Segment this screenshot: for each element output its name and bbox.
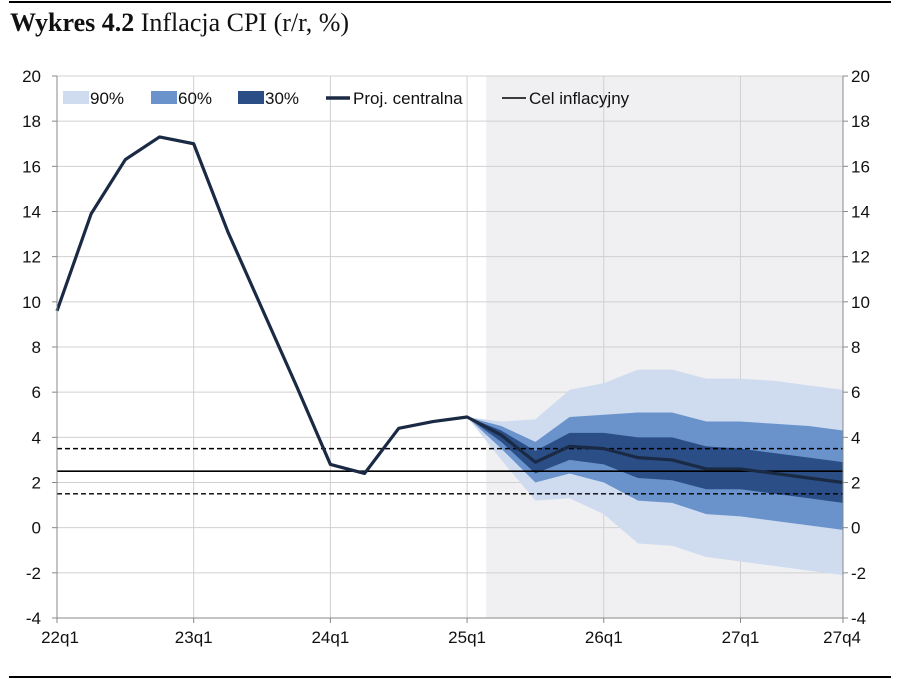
axes	[52, 75, 848, 623]
x-axis: 22q1 23q1 24q1 25q1 26q1 27q1 27q4	[41, 628, 861, 647]
y-tick-label-left: 20	[22, 67, 41, 86]
bottom-rule	[9, 676, 891, 678]
x-tick-label: 26q1	[585, 628, 623, 647]
x-tick-label: 27q4	[823, 628, 861, 647]
legend: 90% 60% 30% Proj. centralna Cel inflacyjny	[63, 89, 630, 108]
legend-target-label: Cel inflacyjny	[529, 89, 630, 108]
y-tick-label-right: -2	[851, 564, 866, 583]
target-lines	[57, 447, 843, 495]
y-tick-label-left: 2	[32, 474, 41, 493]
central-projection	[55, 135, 844, 485]
y-tick-label-right: 4	[851, 428, 860, 447]
y-axis-left: -4 -2 0 2 4 6 8 10 12 14 16 18 20	[22, 67, 41, 628]
y-tick-label-left: 8	[32, 338, 41, 357]
chart-title-text: Inflacja CPI (r/r, %)	[140, 8, 350, 37]
y-tick-label-left: 18	[22, 112, 41, 131]
x-tick-label: 27q1	[722, 628, 760, 647]
central-projection-line	[55, 135, 844, 485]
y-tick-label-right: 14	[851, 203, 870, 222]
top-rule	[9, 1, 891, 3]
y-tick-label-right: -4	[851, 609, 866, 628]
y-tick-label-right: 8	[851, 338, 860, 357]
chart-title-prefix: Wykres 4.2	[10, 8, 135, 37]
y-tick-label-left: 12	[22, 248, 41, 267]
chart-title: Wykres 4.2 Inflacja CPI (r/r, %)	[10, 8, 349, 38]
y-tick-label-left: 14	[22, 203, 41, 222]
y-tick-label-left: 4	[32, 428, 41, 447]
y-tick-label-right: 6	[851, 383, 860, 402]
legend-30-label: 30%	[265, 89, 299, 108]
y-tick-label-right: 16	[851, 157, 870, 176]
x-tick-label: 23q1	[175, 628, 213, 647]
y-tick-label-left: 0	[32, 519, 41, 538]
legend-60-swatch	[151, 91, 177, 104]
x-tick-label: 24q1	[311, 628, 349, 647]
y-tick-label-left: -2	[26, 564, 41, 583]
y-tick-label-right: 0	[851, 519, 860, 538]
legend-60-label: 60%	[178, 89, 212, 108]
y-tick-label-left: 6	[32, 383, 41, 402]
y-tick-label-left: -4	[26, 609, 41, 628]
y-tick-label-right: 12	[851, 248, 870, 267]
legend-30-swatch	[238, 91, 264, 104]
y-tick-label-right: 2	[851, 474, 860, 493]
y-tick-label-right: 20	[851, 67, 870, 86]
legend-90-label: 90%	[90, 89, 124, 108]
y-tick-label-right: 10	[851, 293, 870, 312]
x-tick-label: 25q1	[448, 628, 486, 647]
y-axis-right: -4 -2 0 2 4 6 8 10 12 14 16 18 20	[851, 67, 870, 628]
legend-90-swatch	[63, 91, 89, 104]
y-tick-label-left: 10	[22, 293, 41, 312]
y-tick-label-left: 16	[22, 157, 41, 176]
legend-central-label: Proj. centralna	[353, 89, 463, 108]
x-tick-label: 22q1	[41, 628, 79, 647]
y-tick-label-right: 18	[851, 112, 870, 131]
